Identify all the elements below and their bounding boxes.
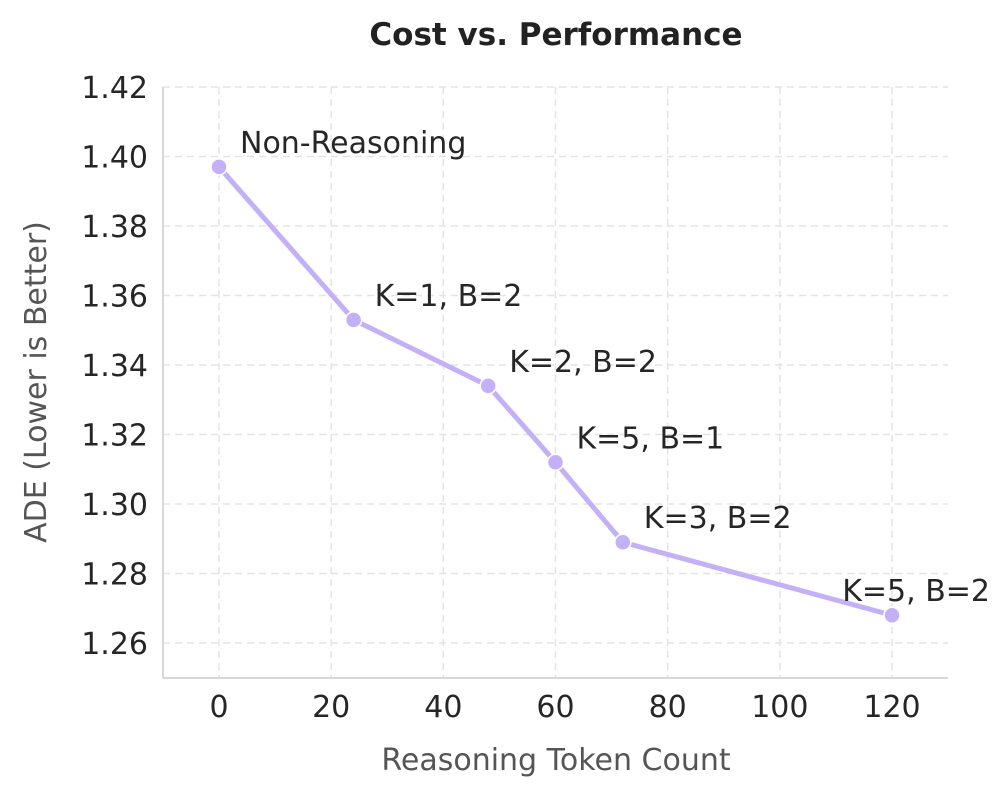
- x-axis-label: Reasoning Token Count: [381, 743, 730, 778]
- x-tick-labels: 0 20 40 60 80 100 120: [209, 690, 920, 725]
- grid: [163, 86, 948, 678]
- y-tick-label: 1.26: [81, 627, 148, 662]
- y-tick-label: 1.34: [81, 349, 148, 384]
- x-tick-label: 100: [751, 690, 808, 725]
- data-point: [546, 453, 565, 472]
- x-tick-label: 20: [312, 690, 350, 725]
- chart-title: Cost vs. Performance: [369, 17, 742, 53]
- data-point: [210, 158, 228, 176]
- x-tick-label: 120: [863, 690, 920, 725]
- y-tick-labels: 1.26 1.28 1.30 1.32 1.34 1.36 1.38 1.40 1.42: [81, 71, 148, 662]
- point-annotations: Non-Reasoning K=1, B=2 K=2, B=2 K=5, B=1 K=3…: [240, 126, 990, 609]
- series-line: [216, 164, 895, 618]
- point-label: K=2, B=2: [509, 345, 657, 380]
- series: [210, 158, 901, 624]
- x-tick-label: 60: [536, 690, 574, 725]
- data-point: [883, 606, 901, 624]
- data-point: [614, 533, 632, 551]
- y-tick-label: 1.38: [81, 210, 148, 245]
- point-label: Non-Reasoning: [240, 126, 466, 161]
- y-axis-label: ADE (Lower is Better): [19, 221, 54, 543]
- y-tick-label: 1.40: [81, 141, 148, 176]
- y-tick-label: 1.28: [81, 558, 148, 593]
- x-tick-label: 80: [649, 690, 687, 725]
- y-tick-label: 1.36: [81, 280, 148, 315]
- point-label: K=5, B=2: [842, 574, 990, 609]
- axes-spines: [162, 87, 948, 679]
- x-tick-label: 40: [424, 690, 462, 725]
- x-tick-label: 0: [209, 690, 228, 725]
- y-tick-label: 1.30: [81, 488, 148, 523]
- y-tick-label: 1.42: [81, 71, 148, 106]
- y-tick-label: 1.32: [81, 419, 148, 454]
- point-label: K=3, B=2: [644, 501, 792, 536]
- data-point: [479, 377, 497, 395]
- point-label: K=5, B=1: [577, 421, 725, 456]
- point-label: K=1, B=2: [375, 279, 523, 314]
- data-point: [344, 311, 363, 329]
